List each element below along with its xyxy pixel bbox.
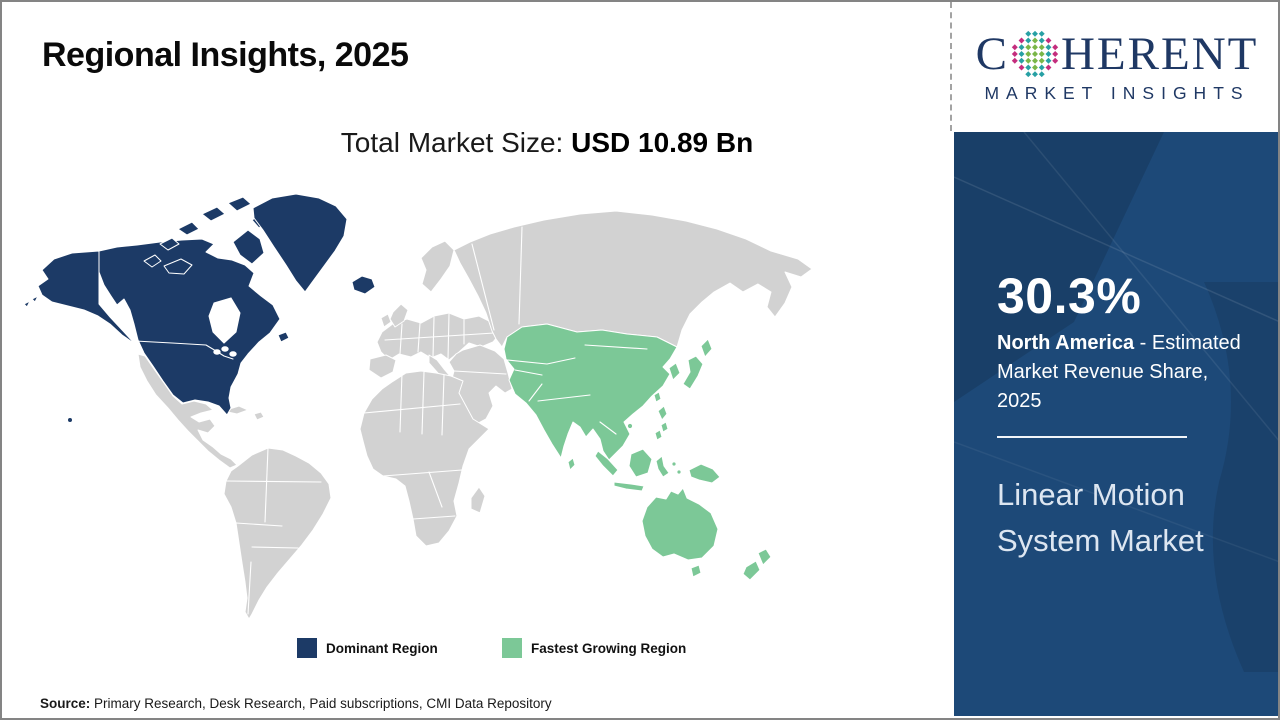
legend-item-dominant: Dominant Region [297,638,438,658]
sidebar-panel: 30.3% North America - Estimated Market R… [954,132,1278,716]
total-market-size-value: USD 10.89 Bn [571,127,754,158]
stat-region: North America [997,331,1135,354]
source-note: Source: Primary Research, Desk Research,… [40,696,552,711]
logo-tagline: MARKET INSIGHTS [984,83,1250,103]
other-landmass [137,210,813,620]
legend-label-dominant: Dominant Region [326,640,438,656]
source-label: Source: [40,696,91,711]
stat-value: 30.3% [997,268,1142,324]
legend-label-fastest-growing: Fastest Growing Region [531,640,687,656]
logo-word-rest: HERENT [1060,27,1259,80]
total-market-size: Total Market Size: USD 10.89 Bn [341,127,753,159]
brand-logo-wordmark: C HERENT [976,29,1259,79]
brand-logo: C HERENT MARKET INSIGHTS [950,2,1278,131]
market-name: Linear Motion System Market [997,476,1204,558]
sidebar-map-texture [954,132,1278,672]
source-text: Primary Research, Desk Research, Paid su… [90,696,552,711]
stat-description: North America - Estimated Market Revenue… [997,329,1252,416]
legend-swatch-dominant [297,638,317,658]
sidebar-divider [997,435,1187,438]
page-title: Regional Insights, 2025 [42,36,409,74]
world-map [23,193,813,620]
logo-letter-c: C [975,27,1009,80]
legend-item-fastest-growing: Fastest Growing Region [502,638,686,658]
region-asia-pacific [503,323,772,581]
legend-swatch-fastest-growing [502,638,522,658]
logo-globe-icon [1011,30,1059,78]
region-north-america [23,193,376,422]
total-market-size-label: Total Market Size: [340,127,572,158]
stat-desc-text: - Estimated Market Revenue Share, 2025 [997,331,1241,412]
